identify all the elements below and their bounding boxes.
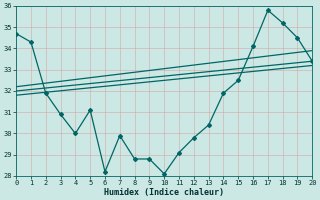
X-axis label: Humidex (Indice chaleur): Humidex (Indice chaleur) [104,188,224,197]
